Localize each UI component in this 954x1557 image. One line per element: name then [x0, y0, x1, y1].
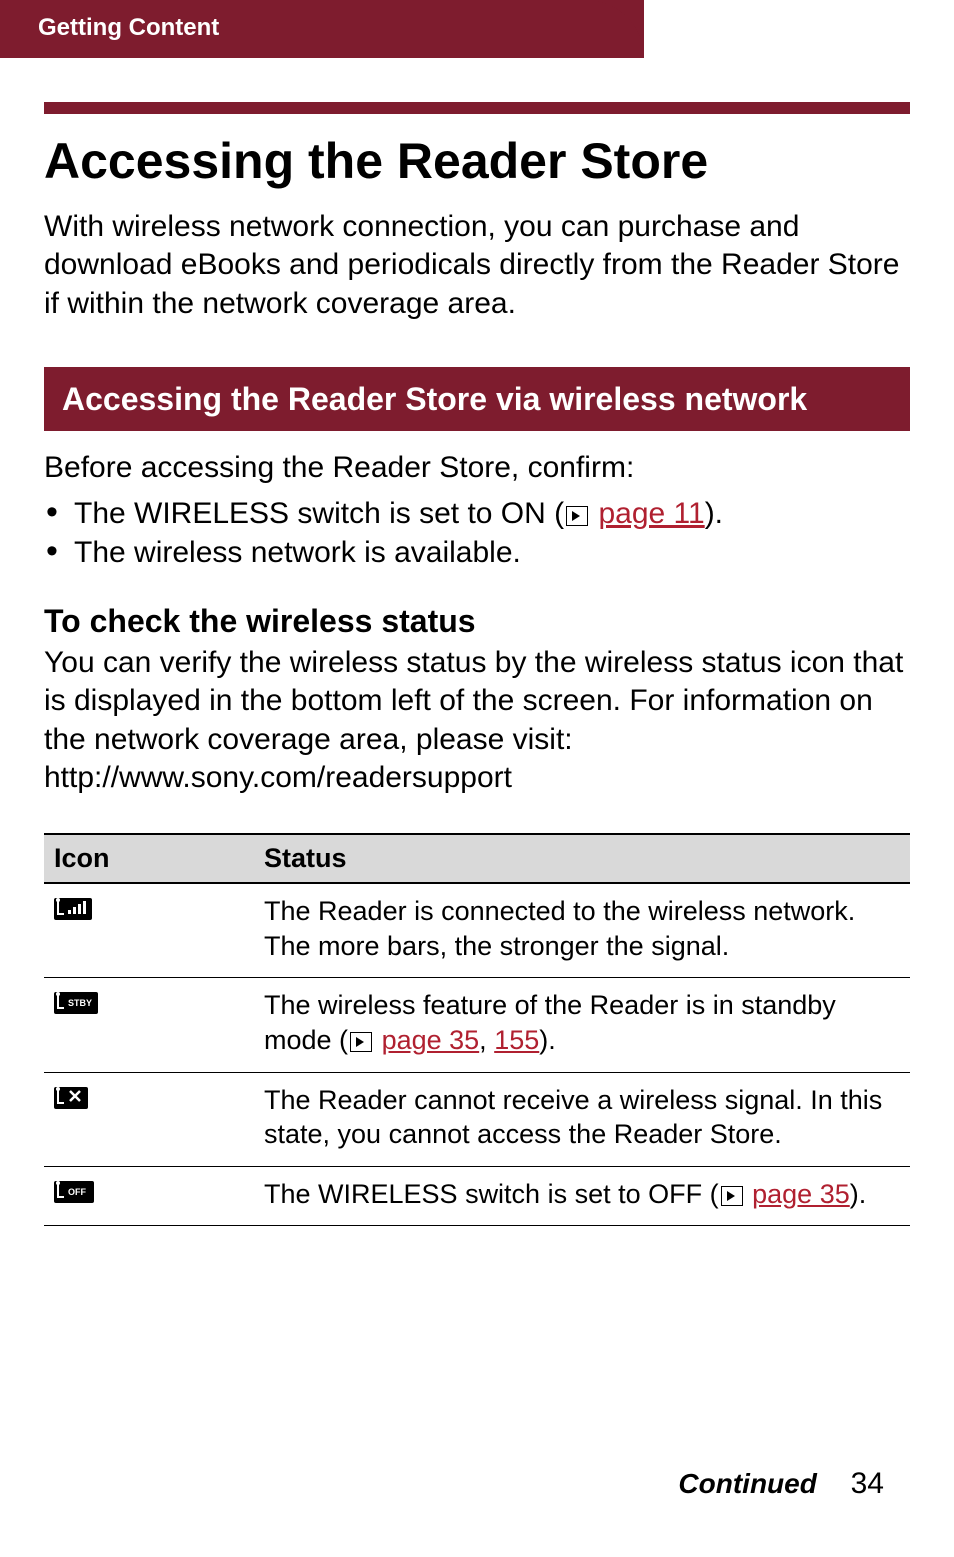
table-row: OFF The WIRELESS switch is set to OFF ( … [44, 1166, 910, 1226]
table-row: The Reader cannot receive a wireless sig… [44, 1072, 910, 1166]
page-ref-icon [566, 506, 588, 526]
status-text: ). [850, 1179, 867, 1209]
bullet-text: The wireless network is available. [74, 536, 521, 569]
svg-text:OFF: OFF [68, 1187, 86, 1197]
support-url: http://www.sony.com/readersupport [44, 761, 512, 794]
breadcrumb: Getting Content [38, 14, 219, 42]
title-rule [44, 102, 910, 114]
status-cell: The wireless feature of the Reader is in… [254, 978, 910, 1072]
page-link-35[interactable]: page 35 [382, 1025, 480, 1055]
page-footer: Continued 34 [678, 1467, 884, 1501]
page-number: 34 [851, 1467, 884, 1500]
page-link-35b[interactable]: page 35 [752, 1179, 850, 1209]
bullet-text: ). [705, 497, 723, 530]
subsection-heading: To check the wireless status [44, 603, 910, 640]
page-ref-icon [350, 1032, 372, 1052]
confirm-lead: Before accessing the Reader Store, confi… [44, 449, 910, 487]
status-paragraph: You can verify the wireless status by th… [44, 644, 910, 798]
table-row: STBY The wireless feature of the Reader … [44, 978, 910, 1072]
page-link-11[interactable]: page 11 [598, 497, 704, 530]
status-cell: The Reader cannot receive a wireless sig… [254, 1072, 910, 1166]
page-header: Getting Content [0, 0, 954, 58]
header-notch [644, 0, 954, 58]
section-heading: Accessing the Reader Store via wireless … [44, 367, 910, 431]
table-row: The Reader is connected to the wireless … [44, 883, 910, 978]
status-cell: The WIRELESS switch is set to OFF ( page… [254, 1166, 910, 1226]
signal-x-icon [54, 1087, 88, 1109]
wireless-status-table: Icon Status [44, 833, 910, 1226]
status-text: You can verify the wireless status by th… [44, 646, 903, 756]
signal-off-icon: OFF [54, 1181, 94, 1203]
status-text: ). [539, 1025, 556, 1055]
page-link-155[interactable]: 155 [494, 1025, 539, 1055]
bullet-item: The wireless network is available. [44, 533, 910, 573]
page-ref-icon [721, 1186, 743, 1206]
intro-paragraph: With wireless network connection, you ca… [44, 208, 910, 323]
table-col-icon: Icon [44, 834, 254, 883]
bullet-item: The WIRELESS switch is set to ON ( page … [44, 494, 910, 534]
table-col-status: Status [254, 834, 910, 883]
signal-stby-icon: STBY [54, 992, 98, 1014]
page-title: Accessing the Reader Store [44, 132, 910, 190]
svg-text:STBY: STBY [68, 998, 92, 1008]
continued-label: Continued [678, 1468, 816, 1499]
status-text: , [479, 1025, 494, 1055]
status-cell: The Reader is connected to the wireless … [254, 883, 910, 978]
status-text: The WIRELESS switch is set to OFF ( [264, 1179, 719, 1209]
bullet-text: The WIRELESS switch is set to ON ( [74, 497, 564, 530]
signal-bars-icon [54, 898, 92, 920]
